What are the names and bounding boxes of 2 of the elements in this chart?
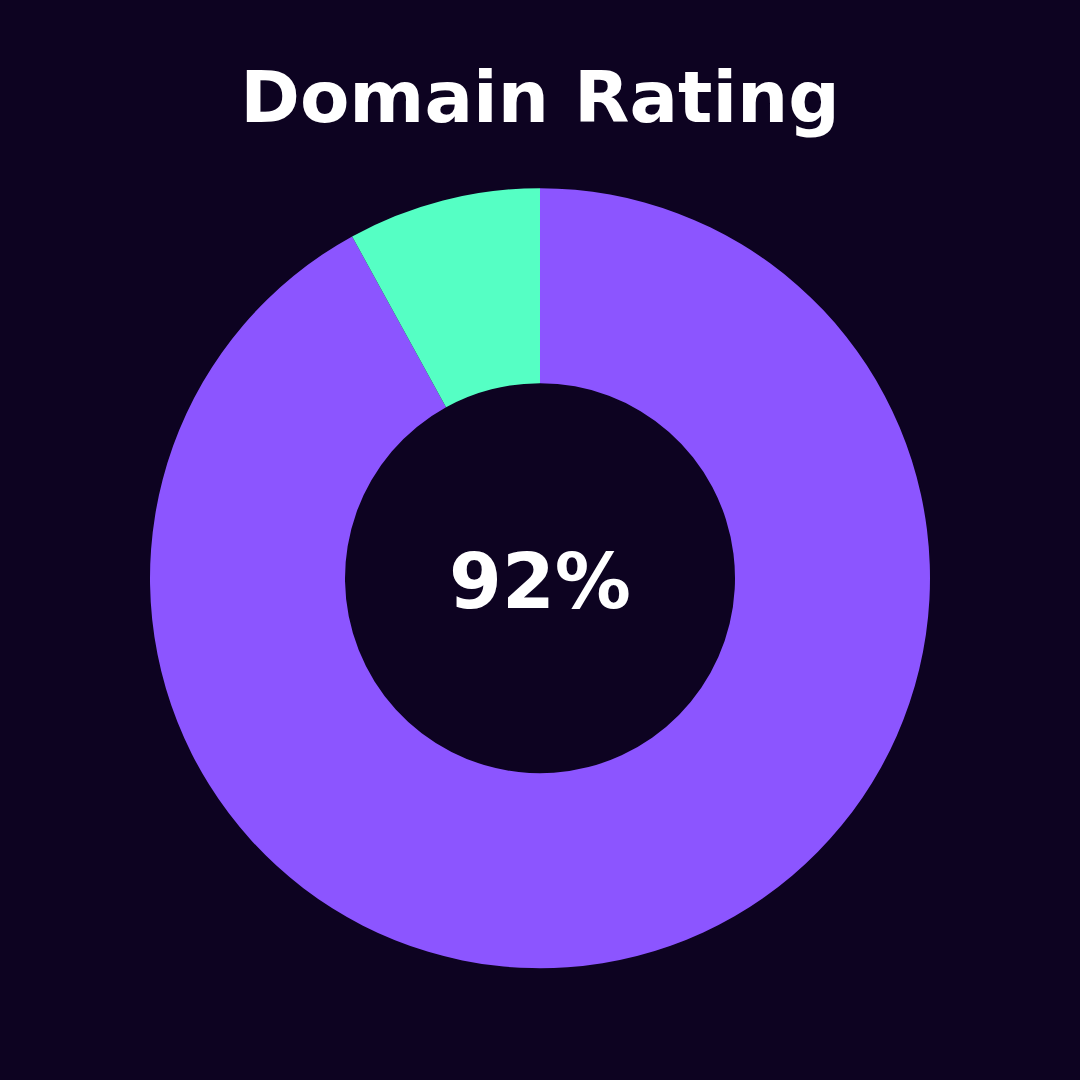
text: 92%	[449, 536, 631, 626]
chart-title: Domain Rating	[240, 54, 840, 139]
